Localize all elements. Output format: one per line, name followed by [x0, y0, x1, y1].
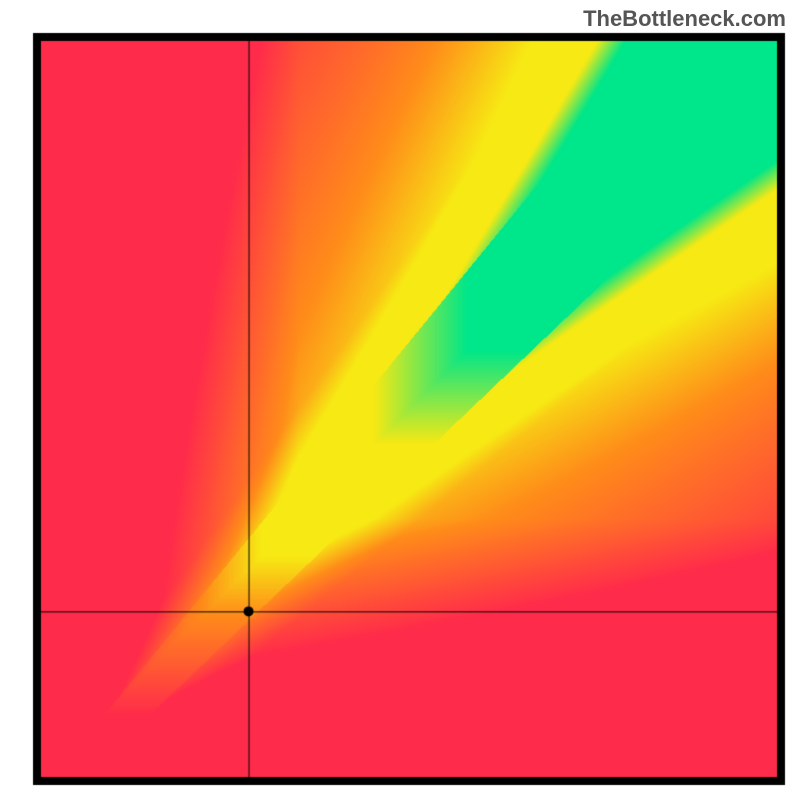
bottleneck-heatmap-canvas [0, 0, 800, 800]
watermark-text: TheBottleneck.com [583, 6, 786, 32]
